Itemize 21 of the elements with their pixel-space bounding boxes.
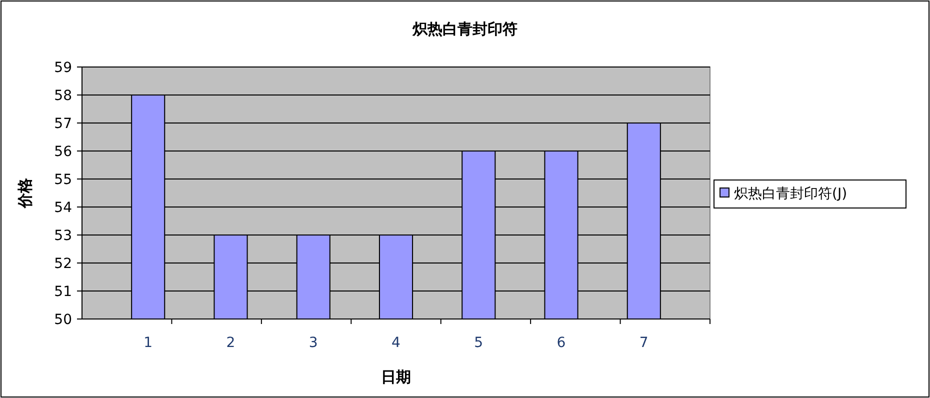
y-tick-label: 51 [54, 284, 72, 300]
legend-label: 炽热白青封印符(J) [734, 186, 848, 202]
y-tick-label: 52 [54, 256, 72, 272]
y-tick-label: 50 [54, 312, 72, 328]
x-tick-label: 7 [639, 335, 648, 351]
y-axis-title: 价格 [16, 177, 34, 209]
y-tick-label: 53 [54, 228, 72, 244]
y-tick-label: 59 [54, 60, 72, 76]
x-tick-label: 4 [392, 335, 401, 351]
x-tick-label: 2 [226, 335, 236, 351]
chart-title: 炽热白青封印符 [412, 20, 518, 38]
x-tick-label: 5 [474, 335, 484, 351]
y-tick-label: 55 [54, 172, 72, 188]
y-tick-label: 57 [54, 116, 72, 132]
x-tick-label: 1 [144, 335, 153, 351]
y-tick-label: 54 [54, 200, 72, 216]
y-tick-label: 58 [54, 88, 72, 104]
x-tick-label: 3 [308, 335, 318, 351]
x-axis-title: 日期 [381, 368, 411, 386]
x-tick-label: 6 [556, 335, 566, 351]
y-tick-label: 56 [54, 144, 72, 160]
